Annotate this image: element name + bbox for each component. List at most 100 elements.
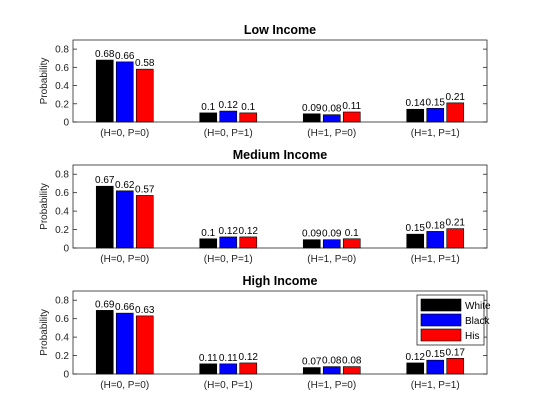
y-tick-label: 0.6 xyxy=(55,188,69,199)
data-label: 0.15 xyxy=(426,349,446,360)
data-label: 0.1 xyxy=(201,228,215,239)
data-label: 0.1 xyxy=(241,102,255,113)
bar xyxy=(135,68,154,123)
data-label: 0.1 xyxy=(201,102,215,113)
data-label: 0.15 xyxy=(406,223,426,234)
bar xyxy=(446,102,465,123)
data-label: 0.68 xyxy=(95,49,115,60)
bar xyxy=(406,362,425,375)
bar xyxy=(406,233,425,249)
data-label: 0.18 xyxy=(426,220,446,231)
data-label: 0.08 xyxy=(322,104,342,115)
legend-swatch xyxy=(420,298,462,312)
data-label: 0.12 xyxy=(406,352,426,363)
bar xyxy=(95,185,114,249)
x-tick-label: (H=1, P=0) xyxy=(307,128,356,139)
x-tick-label: (H=1, P=1) xyxy=(411,380,460,391)
x-tick-label: (H=0, P=0) xyxy=(100,128,149,139)
chart-panel: Medium Income Probability 0 0.2 0.4 0.6 0.8 (H=… xyxy=(39,148,488,265)
bar xyxy=(219,363,238,375)
x-tick-label: (H=1, P=1) xyxy=(411,128,460,139)
bar xyxy=(302,239,321,249)
data-label: 0.66 xyxy=(115,302,135,313)
bar xyxy=(115,190,134,249)
chart-title: Medium Income xyxy=(233,148,328,162)
bar xyxy=(322,366,341,375)
data-label: 0.12 xyxy=(239,352,259,363)
y-tick-label: 0 xyxy=(63,118,69,129)
data-label: 0.21 xyxy=(446,92,466,103)
data-label: 0.63 xyxy=(135,305,155,316)
x-tick-label: (H=0, P=0) xyxy=(100,254,149,265)
bar xyxy=(135,195,154,249)
x-tick-label: (H=1, P=0) xyxy=(307,380,356,391)
legend-swatch xyxy=(420,328,462,342)
bar xyxy=(406,108,425,123)
bar xyxy=(239,112,258,123)
bar xyxy=(342,366,361,375)
bar xyxy=(426,359,445,375)
bar xyxy=(446,228,465,249)
y-axis-label: Probability xyxy=(39,58,50,105)
bar xyxy=(446,358,465,375)
bar xyxy=(199,238,218,249)
data-label: 0.09 xyxy=(302,103,322,114)
bar xyxy=(115,61,134,123)
bar xyxy=(322,114,341,123)
y-tick-label: 0.4 xyxy=(55,207,69,218)
data-label: 0.11 xyxy=(342,101,361,112)
axes-box xyxy=(72,39,488,123)
data-label: 0.09 xyxy=(322,229,342,240)
axes-box xyxy=(72,290,488,375)
bar xyxy=(199,112,218,123)
x-tick-label: (H=0, P=1) xyxy=(204,380,253,391)
data-label: 0.66 xyxy=(115,51,135,62)
y-tick-label: 0 xyxy=(63,244,69,255)
chart-title: High Income xyxy=(242,274,317,288)
data-label: 0.08 xyxy=(342,356,362,367)
bar xyxy=(219,110,238,123)
bar xyxy=(322,239,341,249)
data-label: 0.67 xyxy=(95,175,115,186)
data-label: 0.1 xyxy=(345,228,359,239)
y-tick-label: 0.2 xyxy=(55,351,69,362)
legend-entry: His xyxy=(465,331,479,342)
data-label: 0.12 xyxy=(219,100,239,111)
x-tick-label: (H=0, P=0) xyxy=(100,380,149,391)
chart-panel: Low Income Probability 0 0.2 0.4 0.6 0.8 (H=0, … xyxy=(39,23,488,139)
data-label: 0.57 xyxy=(135,184,155,195)
data-label: 0.17 xyxy=(446,347,466,358)
bar xyxy=(426,108,445,123)
bar xyxy=(95,310,114,375)
data-label: 0.07 xyxy=(302,357,322,368)
y-tick-label: 0.6 xyxy=(55,63,69,74)
bar xyxy=(302,367,321,375)
legend: White Black His xyxy=(416,294,491,346)
bar xyxy=(342,111,361,123)
bar xyxy=(426,231,445,249)
data-label: 0.58 xyxy=(135,58,155,69)
y-axis-label: Probability xyxy=(39,309,50,356)
legend-entry: Black xyxy=(465,316,490,327)
bar xyxy=(239,236,258,249)
data-label: 0.08 xyxy=(322,356,342,367)
y-tick-label: 0.8 xyxy=(55,170,69,181)
y-tick-label: 0.8 xyxy=(55,296,69,307)
y-tick-label: 0.6 xyxy=(55,314,69,325)
bar xyxy=(115,312,134,375)
data-label: 0.12 xyxy=(219,226,239,237)
x-tick-label: (H=1, P=1) xyxy=(411,254,460,265)
chart-panel: High Income Probability 0 0.2 0.4 0.6 0.8 (H=0,… xyxy=(39,274,491,391)
x-tick-label: (H=1, P=0) xyxy=(307,254,356,265)
bar xyxy=(239,362,258,375)
bar xyxy=(219,236,238,249)
data-label: 0.21 xyxy=(446,218,466,229)
data-label: 0.15 xyxy=(426,97,446,108)
data-label: 0.12 xyxy=(239,226,259,237)
legend-swatch xyxy=(420,313,462,327)
axes-box xyxy=(72,164,488,249)
legend-entry: White xyxy=(465,301,491,312)
bar xyxy=(302,113,321,123)
y-tick-label: 0.2 xyxy=(55,225,69,236)
